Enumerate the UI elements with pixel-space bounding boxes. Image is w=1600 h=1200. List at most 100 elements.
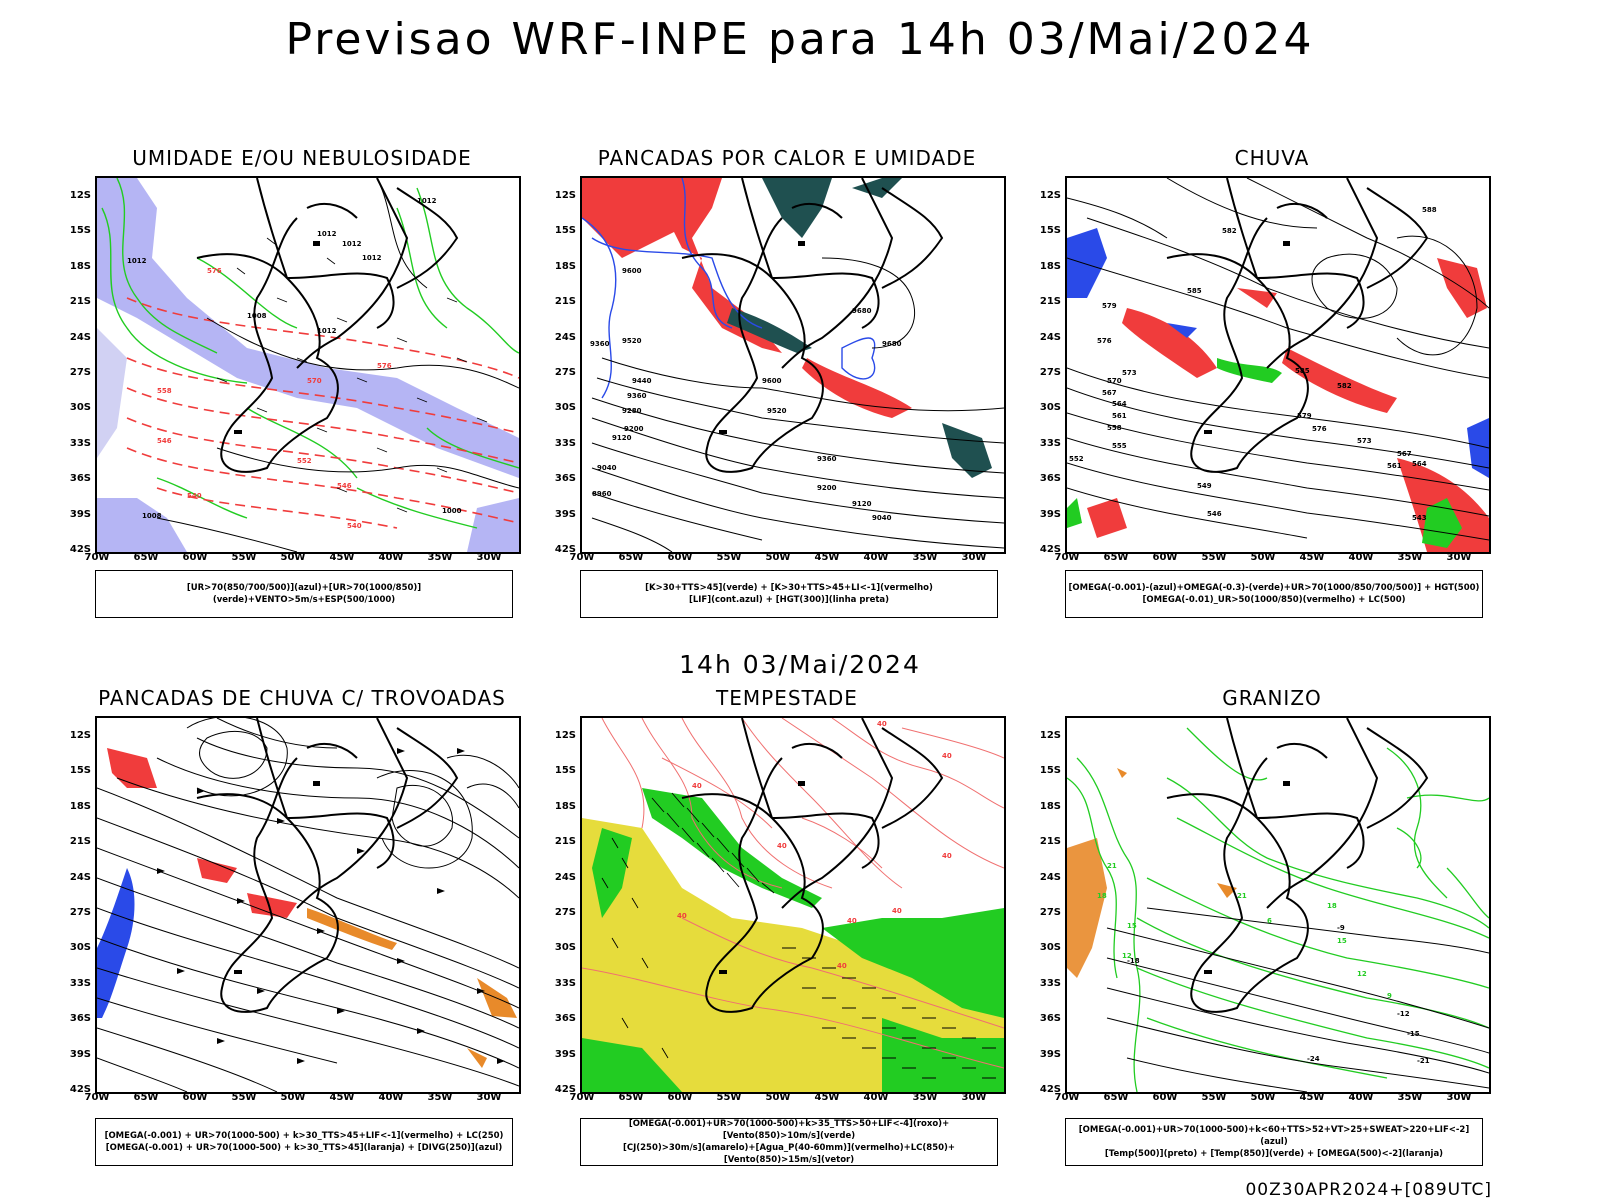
lon-tick-label: 40W bbox=[863, 1092, 889, 1103]
legend-line: [OMEGA(-0.01)_UR>50(1000/850)(vermelho) … bbox=[1142, 595, 1406, 605]
svg-text:9120: 9120 bbox=[612, 434, 632, 442]
lat-tick-label: 42S bbox=[1039, 544, 1061, 555]
panel-1-map: 1012 1012 1012 1012 1008 1012 1012 1008 1000 5… bbox=[95, 176, 521, 554]
svg-text:567: 567 bbox=[1397, 450, 1412, 458]
svg-text:40: 40 bbox=[677, 912, 687, 920]
lon-tick-label: 30W bbox=[476, 552, 502, 563]
svg-text:40: 40 bbox=[692, 782, 702, 790]
svg-text:40: 40 bbox=[892, 907, 902, 915]
svg-text:9440: 9440 bbox=[632, 377, 652, 385]
svg-text:-18: -18 bbox=[1127, 957, 1140, 965]
lon-tick-label: 40W bbox=[1348, 1092, 1374, 1103]
svg-text:576: 576 bbox=[377, 362, 392, 370]
lat-tick-label: 33S bbox=[69, 977, 91, 989]
lat-tick-label: 24S bbox=[69, 871, 91, 883]
svg-text:9360: 9360 bbox=[627, 392, 647, 400]
svg-text:9520: 9520 bbox=[767, 407, 787, 415]
svg-text:1000: 1000 bbox=[442, 507, 462, 515]
svg-text:9360: 9360 bbox=[590, 340, 610, 348]
lat-tick-label: 39S bbox=[69, 508, 91, 520]
svg-text:588: 588 bbox=[1422, 206, 1437, 214]
lon-tick-label: 45W bbox=[329, 1092, 355, 1103]
lat-tick-label: 18S bbox=[69, 260, 91, 272]
panel-1-title: UMIDADE E/OU NEBULOSIDADE bbox=[132, 146, 472, 170]
valid-time-title: 14h 03/Mai/2024 bbox=[679, 650, 921, 679]
svg-text:18: 18 bbox=[1327, 902, 1337, 910]
lon-tick-label: 65W bbox=[133, 552, 159, 563]
lat-tick-label: 21S bbox=[554, 296, 576, 308]
svg-text:540: 540 bbox=[187, 492, 202, 500]
svg-text:546: 546 bbox=[1207, 510, 1222, 518]
svg-text:549: 549 bbox=[1197, 482, 1212, 490]
svg-text:40: 40 bbox=[847, 917, 857, 925]
lon-tick-label: 65W bbox=[133, 1092, 159, 1103]
svg-text:1012: 1012 bbox=[317, 327, 337, 335]
lon-tick-label: 70W bbox=[84, 1092, 110, 1103]
panel-6-title: GRANIZO bbox=[1222, 686, 1322, 710]
svg-text:1012: 1012 bbox=[127, 257, 147, 265]
svg-text:21: 21 bbox=[1237, 892, 1247, 900]
lon-tick-label: 55W bbox=[716, 1092, 742, 1103]
lat-tick-label: 21S bbox=[69, 296, 91, 308]
panel-4-map bbox=[95, 716, 521, 1094]
lon-tick-label: 60W bbox=[667, 552, 693, 563]
svg-text:9040: 9040 bbox=[872, 514, 892, 522]
svg-text:576: 576 bbox=[1312, 425, 1327, 433]
lon-tick-label: 70W bbox=[569, 1092, 595, 1103]
lat-tick-label: 21S bbox=[1039, 836, 1061, 848]
lon-tick-label: 55W bbox=[1201, 552, 1227, 563]
svg-text:585: 585 bbox=[1187, 287, 1202, 295]
svg-text:-9: -9 bbox=[1337, 924, 1345, 932]
lat-tick-label: 12S bbox=[69, 190, 91, 201]
lat-tick-label: 21S bbox=[554, 836, 576, 848]
svg-text:546: 546 bbox=[157, 437, 172, 445]
svg-text:552: 552 bbox=[1069, 455, 1084, 463]
lat-tick-label: 30S bbox=[554, 402, 576, 414]
panel-3-map: 585 582 588 579 576 573 570 567 564 561 558 555 … bbox=[1065, 176, 1491, 554]
svg-text:558: 558 bbox=[157, 387, 172, 395]
svg-text:18: 18 bbox=[1097, 892, 1107, 900]
lat-tick-label: 24S bbox=[69, 331, 91, 343]
svg-text:15: 15 bbox=[1127, 922, 1137, 930]
lat-tick-label: 36S bbox=[1039, 473, 1061, 485]
lat-tick-label: 36S bbox=[554, 473, 576, 485]
panel-3-legend: [OMEGA(-0.001)-(azul)+OMEGA(-0.3)-(verde… bbox=[1065, 570, 1483, 618]
svg-text:9040: 9040 bbox=[597, 464, 617, 472]
lat-tick-label: 36S bbox=[1039, 1013, 1061, 1025]
svg-text:543: 543 bbox=[1412, 514, 1427, 522]
legend-line: [OMEGA(-0.001) + UR>70(1000-500) + k>30_… bbox=[104, 1131, 504, 1141]
run-footer: 00Z30APR2024+[089UTC] bbox=[1245, 1180, 1492, 1200]
lat-tick-label: 12S bbox=[1039, 730, 1061, 741]
svg-text:-12: -12 bbox=[1397, 1010, 1410, 1018]
lat-tick-label: 39S bbox=[69, 1048, 91, 1060]
lon-tick-label: 70W bbox=[569, 552, 595, 563]
svg-text:579: 579 bbox=[1102, 302, 1117, 310]
lon-tick-label: 65W bbox=[1103, 552, 1129, 563]
lat-tick-label: 21S bbox=[1039, 296, 1061, 308]
svg-text:1008: 1008 bbox=[247, 312, 267, 320]
lat-tick-label: 24S bbox=[1039, 331, 1061, 343]
lat-tick-label: 39S bbox=[1039, 508, 1061, 520]
svg-text:-21: -21 bbox=[1417, 1057, 1430, 1065]
lon-tick-label: 40W bbox=[378, 1092, 404, 1103]
lat-tick-label: 33S bbox=[1039, 437, 1061, 449]
lon-tick-label: 40W bbox=[378, 552, 404, 563]
svg-text:15: 15 bbox=[1337, 937, 1347, 945]
svg-text:561: 561 bbox=[1112, 412, 1127, 420]
svg-text:582: 582 bbox=[1222, 227, 1237, 235]
lon-tick-label: 65W bbox=[618, 1092, 644, 1103]
lat-tick-label: 21S bbox=[69, 836, 91, 848]
svg-text:-24: -24 bbox=[1307, 1055, 1320, 1063]
lat-tick-label: 12S bbox=[554, 190, 576, 201]
svg-text:546: 546 bbox=[337, 482, 352, 490]
panel-2-map: 9600 9520 9440 9360 9280 9200 9120 9040 8960 9… bbox=[580, 176, 1006, 554]
lat-tick-label: 30S bbox=[69, 942, 91, 954]
panel-2-title: PANCADAS POR CALOR E UMIDADE bbox=[597, 146, 977, 170]
lat-tick-label: 36S bbox=[69, 1013, 91, 1025]
legend-line: [OMEGA(-0.001)-(azul)+OMEGA(-0.3)-(verde… bbox=[1068, 583, 1480, 593]
lat-tick-label: 27S bbox=[69, 907, 91, 918]
lon-tick-label: 55W bbox=[231, 552, 257, 563]
svg-text:40: 40 bbox=[942, 752, 952, 760]
lat-tick-label: 33S bbox=[69, 437, 91, 449]
svg-text:540: 540 bbox=[347, 522, 362, 530]
